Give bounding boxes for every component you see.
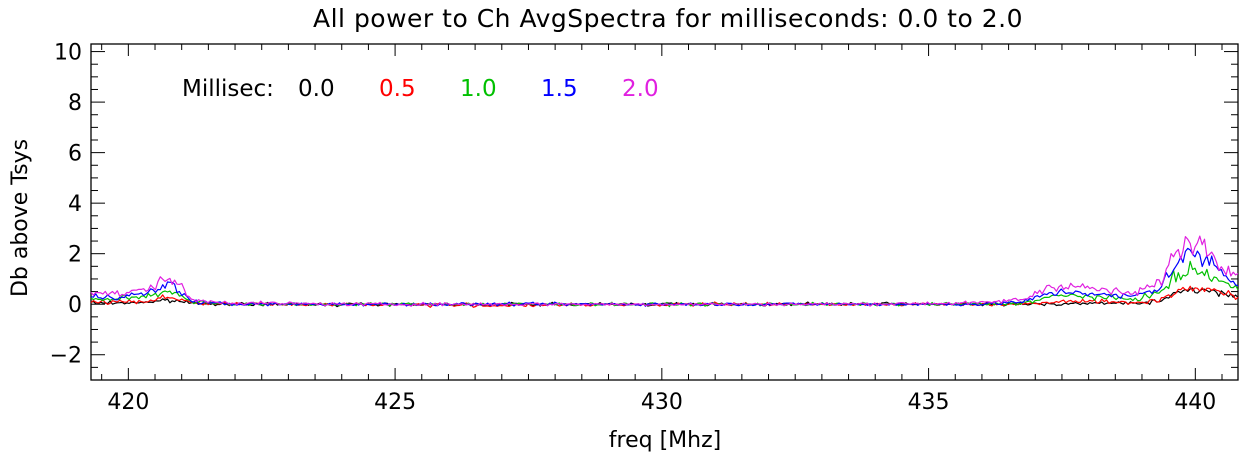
- y-tick-label: 10: [54, 41, 82, 66]
- y-tick-label: 6: [68, 142, 82, 167]
- plot-frame: [90, 43, 1239, 381]
- y-tick-label: 2: [68, 243, 82, 268]
- plot-area: 420 425 430 435 440 −2 0 2 4 6 8 10: [50, 41, 1239, 415]
- x-axis-label: freq [Mhz]: [609, 428, 721, 453]
- x-tick-label: 420: [107, 390, 149, 415]
- y-tick-label: −2: [50, 344, 82, 369]
- chart-title: All power to Ch AvgSpectra for milliseco…: [313, 4, 1023, 33]
- x-tick-label: 440: [1174, 390, 1216, 415]
- legend-entry-0-0: 0.0: [298, 76, 335, 102]
- y-axis-label: Db above Tsys: [8, 139, 33, 297]
- legend-entry-1-5: 1.5: [541, 76, 578, 102]
- series-line-1-0: [90, 260, 1239, 308]
- legend: Millisec: 0.0 0.5 1.0 1.5 2.0: [182, 76, 659, 102]
- series-line-2-0: [90, 235, 1239, 307]
- x-tick-label: 430: [641, 390, 683, 415]
- legend-entry-2-0: 2.0: [622, 76, 659, 102]
- legend-title: Millisec:: [182, 76, 274, 102]
- x-tick-label: 435: [908, 390, 950, 415]
- y-tick-label: 8: [68, 91, 82, 116]
- y-tick-label: 4: [68, 192, 82, 217]
- legend-entry-0-5: 0.5: [379, 76, 416, 102]
- x-tick-label: 425: [374, 390, 416, 415]
- legend-entry-1-0: 1.0: [460, 76, 497, 102]
- series-line-1-5: [90, 247, 1239, 307]
- y-tick-label: 0: [68, 293, 82, 318]
